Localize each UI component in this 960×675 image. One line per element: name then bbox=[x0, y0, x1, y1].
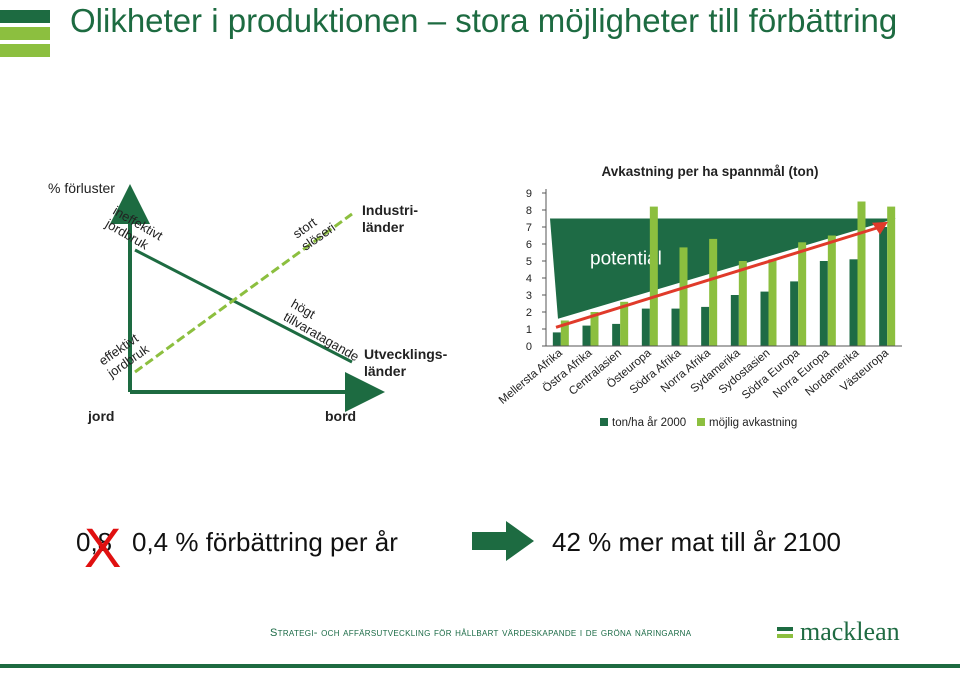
y-axis-label: % förluster bbox=[48, 180, 115, 196]
bar-actual-3 bbox=[641, 308, 650, 346]
legend-swatch-actual bbox=[600, 418, 608, 426]
old-rate-value: 0,8 bbox=[76, 527, 113, 557]
y-tick-label-2: 2 bbox=[526, 307, 532, 319]
potential-triangle bbox=[550, 218, 896, 319]
result-arrow-icon bbox=[472, 521, 534, 561]
trend-line bbox=[555, 225, 881, 329]
bar-potential-3 bbox=[649, 206, 658, 346]
legend-label-actual: ton/ha år 2000 bbox=[612, 417, 686, 429]
bar-potential-1 bbox=[590, 312, 599, 346]
chart-axes bbox=[542, 189, 902, 347]
y-tick-label-8: 8 bbox=[526, 205, 532, 217]
x-axis-label-end: bord bbox=[325, 408, 357, 424]
potential-annotation: potential bbox=[550, 218, 896, 319]
logo-mark-icon bbox=[777, 627, 793, 631]
group-label-developing: Utvecklings- länder bbox=[364, 346, 448, 379]
group-label-industrial: Industri- länder bbox=[362, 202, 418, 235]
loss-diagram-lines bbox=[110, 184, 385, 412]
bar-actual-4 bbox=[671, 308, 680, 346]
developing-countries-line bbox=[134, 248, 353, 364]
y-tick-label-0: 0 bbox=[526, 341, 532, 353]
bar-actual-10 bbox=[849, 259, 858, 346]
legend-swatch-potential bbox=[697, 418, 705, 426]
bar-potential-5 bbox=[709, 238, 718, 346]
bar-potential-9 bbox=[827, 235, 836, 346]
bar-actual-7 bbox=[760, 291, 769, 346]
x-axis-label-start: jord bbox=[88, 408, 115, 424]
legend-label-potential: möjlig avkastning bbox=[709, 417, 797, 429]
potential-label: potential bbox=[590, 248, 662, 269]
bar-actual-11 bbox=[879, 227, 888, 346]
y-tick-label-5: 5 bbox=[526, 256, 532, 268]
y-tick-label-4: 4 bbox=[526, 273, 532, 285]
footer-tagline: Strategi- och affärsutveckling för hållb… bbox=[270, 627, 692, 639]
bar-actual-1 bbox=[582, 325, 591, 346]
page-title: Olikheter i produktionen – stora möjligh… bbox=[70, 2, 898, 39]
bar-actual-0 bbox=[552, 332, 561, 346]
trend-arrow bbox=[555, 221, 888, 329]
chart-bars bbox=[552, 201, 896, 346]
macklean-logo: macklean bbox=[800, 617, 900, 646]
y-tick-label-7: 7 bbox=[526, 222, 532, 234]
bar-potential-10 bbox=[857, 201, 866, 346]
y-tick-label-1: 1 bbox=[526, 324, 532, 336]
bar-potential-4 bbox=[679, 247, 688, 346]
result-text: 42 % mer mat till år 2100 bbox=[552, 527, 842, 557]
logo-mark-icon-lower bbox=[777, 634, 793, 638]
bar-actual-9 bbox=[819, 261, 828, 346]
bar-potential-2 bbox=[620, 301, 629, 346]
title-accent-bar-top bbox=[0, 10, 50, 23]
trend-arrowhead bbox=[872, 221, 888, 235]
y-tick-label-9: 9 bbox=[526, 188, 532, 200]
chart-title: Avkastning per ha spannmål (ton) bbox=[601, 164, 818, 179]
title-accent-bar-third bbox=[0, 44, 50, 57]
bar-potential-0 bbox=[560, 320, 569, 346]
bar-actual-5 bbox=[701, 306, 710, 346]
bar-potential-11 bbox=[887, 206, 896, 346]
cross-mark: X bbox=[84, 516, 122, 579]
y-tick-label-6: 6 bbox=[526, 239, 532, 251]
footer-divider bbox=[0, 664, 960, 668]
bar-potential-8 bbox=[798, 242, 807, 346]
y-tick-label-3: 3 bbox=[526, 290, 532, 302]
bar-potential-7 bbox=[768, 259, 777, 346]
title-accent-bar-bottom bbox=[0, 27, 50, 40]
new-rate-text: 0,4 % förbättring per år bbox=[132, 527, 398, 557]
industrial-countries-line bbox=[134, 212, 353, 374]
bar-actual-8 bbox=[790, 281, 799, 346]
bar-actual-6 bbox=[730, 295, 739, 346]
bar-actual-2 bbox=[612, 323, 621, 346]
bar-potential-6 bbox=[738, 261, 747, 346]
